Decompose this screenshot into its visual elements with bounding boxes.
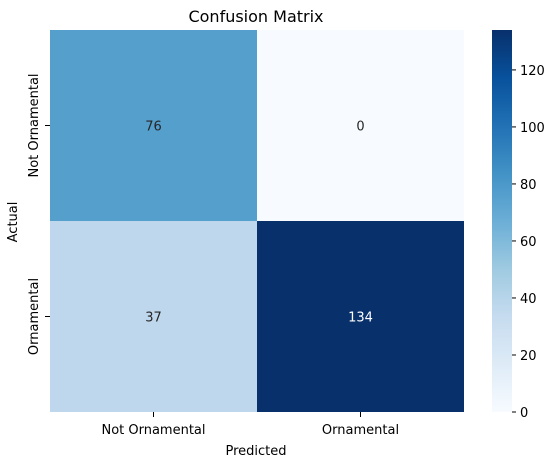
chart-title: Confusion Matrix — [188, 7, 323, 26]
cell-value-label: 76 — [145, 120, 162, 135]
x-axis-label: Predicted — [225, 444, 286, 459]
x-tick-label: Ornamental — [322, 423, 399, 438]
cell-value-label: 0 — [356, 120, 364, 135]
colorbar-tick-label: 40 — [520, 292, 537, 307]
y-tick-label: Ornamental — [27, 278, 42, 355]
x-axis: Not Ornamental Ornamental — [101, 412, 399, 438]
heatmap-cell — [257, 30, 464, 221]
x-tick-label: Not Ornamental — [101, 423, 205, 438]
colorbar-tick-label: 100 — [520, 121, 545, 136]
colorbar — [492, 30, 512, 412]
y-tick-label: Not Ornamental — [27, 73, 42, 177]
colorbar-tick-label: 0 — [520, 406, 528, 421]
colorbar-tick-label: 120 — [520, 64, 545, 79]
heatmap-cell — [50, 30, 257, 221]
colorbar-tick-label: 20 — [520, 349, 537, 364]
colorbar-tick-label: 60 — [520, 235, 537, 250]
y-axis: Not Ornamental Ornamental — [27, 73, 50, 355]
cell-value-label: 37 — [145, 311, 162, 326]
cell-value-label: 134 — [348, 311, 373, 326]
heatmap-cell — [50, 221, 257, 412]
y-axis-label: Actual — [6, 202, 21, 243]
colorbar-tick-label: 80 — [520, 178, 537, 193]
colorbar-ticks: 0 20 40 60 80 100 120 — [512, 64, 545, 421]
heatmap-cell — [257, 221, 464, 412]
heatmap-cells: 76 0 37 134 — [50, 30, 464, 412]
